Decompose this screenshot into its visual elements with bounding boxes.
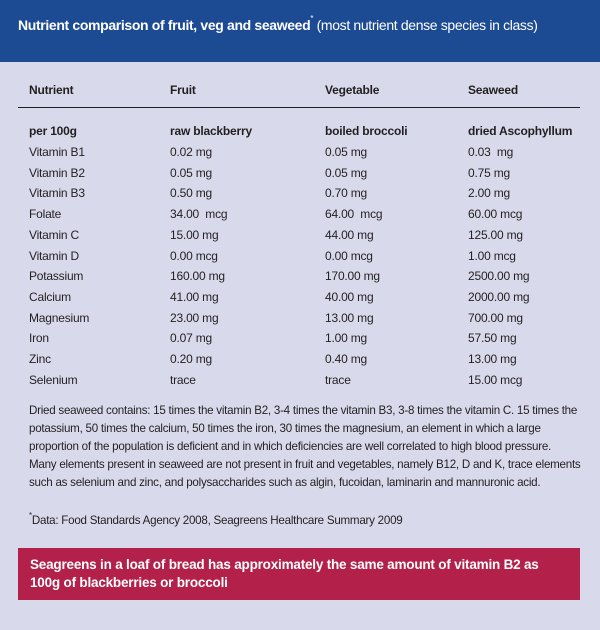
cell: 0.02 mg bbox=[170, 145, 212, 159]
table-row: Magnesium 23.00 mg 13.00 mg 700.00 mg bbox=[0, 311, 600, 331]
cell: per 100g bbox=[29, 124, 77, 138]
rule bbox=[18, 107, 580, 108]
cell: 160.00 mg bbox=[170, 269, 225, 284]
cell: 0.00 mcg bbox=[325, 248, 373, 263]
cell: 0.50 mg bbox=[170, 186, 212, 201]
cell: Selenium bbox=[29, 372, 78, 387]
cell: Vitamin B3 bbox=[29, 186, 85, 201]
cell: 57.50 mg bbox=[468, 331, 517, 346]
cell: Calcium bbox=[29, 289, 71, 304]
cell: Vitamin C bbox=[29, 227, 79, 242]
title: Nutrient comparison of fruit, veg and se… bbox=[18, 17, 311, 33]
cell: 170.00 mg bbox=[325, 269, 380, 284]
cell: 0.40 mg bbox=[325, 352, 367, 366]
cell: 1.00 mg bbox=[325, 331, 367, 346]
cell: 34.00 mcg bbox=[170, 207, 228, 222]
cell: 64.00 mcg bbox=[325, 207, 383, 222]
cell: Vegetable bbox=[325, 83, 380, 97]
cell: 23.00 mg bbox=[170, 310, 219, 325]
cell: 0.75 mg bbox=[468, 165, 510, 180]
cell: 15.00 mcg bbox=[468, 372, 523, 387]
table-row: Vitamin D 0.00 mcg 0.00 mcg 1.00 mcg bbox=[0, 249, 600, 269]
cell: 700.00 mg bbox=[468, 310, 523, 325]
cell: 0.03 mg bbox=[468, 145, 514, 159]
cell: 15.00 mg bbox=[170, 227, 219, 242]
title-marker: * bbox=[310, 14, 314, 23]
subheader-row: per 100g raw blackberry boiled broccoli dri… bbox=[0, 124, 600, 144]
cell: raw blackberry bbox=[170, 124, 252, 138]
cell: 13.00 mg bbox=[325, 310, 374, 325]
table-row: Zinc 0.20 mg 0.40 mg 13.00 mg bbox=[0, 352, 600, 372]
table-row: Vitamin B1 0.02 mg 0.05 mg 0.03 mg bbox=[0, 145, 600, 165]
table-row: Vitamin C 15.00 mg 44.00 mg 125.00 mg bbox=[0, 228, 600, 248]
header: Nutrient comparison of fruit, veg and se… bbox=[0, 0, 600, 62]
cell: Magnesium bbox=[29, 310, 90, 325]
callout: Seagreens in a loaf of bread has approxi… bbox=[18, 548, 580, 600]
table-row: Selenium trace trace 15.00 mcg bbox=[0, 373, 600, 393]
table-row: Vitamin B2 0.05 mg 0.05 mg 0.75 mg bbox=[0, 166, 600, 186]
table-row: Potassium 160.00 mg 170.00 mg 2500.00 mg bbox=[0, 269, 600, 289]
table-row: Iron 0.07 mg 1.00 mg 57.50 mg bbox=[0, 331, 600, 351]
cell: 44.00 mg bbox=[325, 227, 374, 242]
cell: 0.20 mg bbox=[170, 352, 212, 366]
cell: dried Ascophyllum bbox=[468, 124, 573, 138]
cell: trace bbox=[170, 372, 196, 387]
cell: 2500.00 mg bbox=[468, 269, 530, 284]
table-row: Vitamin B3 0.50 mg 0.70 mg 2.00 mg bbox=[0, 186, 600, 206]
paragraph: Dried seaweed contains: 15 times the vit… bbox=[29, 404, 581, 489]
cell: Potassium bbox=[29, 269, 84, 284]
cell: 2000.00 mg bbox=[468, 289, 530, 304]
table-row: Folate 34.00 mcg 64.00 mcg 60.00 mcg bbox=[0, 207, 600, 227]
cell: 0.70 mg bbox=[325, 186, 367, 201]
cell: boiled broccoli bbox=[325, 124, 408, 138]
cell: Seaweed bbox=[468, 83, 518, 97]
cell: 40.00 mg bbox=[325, 289, 374, 304]
cell: Vitamin B1 bbox=[29, 145, 85, 159]
cell: 13.00 mg bbox=[468, 352, 517, 366]
cell: trace bbox=[325, 372, 351, 387]
footnote-marker: * bbox=[29, 511, 32, 520]
cell: Nutrient bbox=[29, 83, 74, 97]
cell: Vitamin B2 bbox=[29, 165, 85, 180]
cell: 0.07 mg bbox=[170, 331, 212, 346]
cell: 0.05 mg bbox=[325, 145, 367, 159]
cell: Fruit bbox=[170, 83, 196, 97]
cell: 41.00 mg bbox=[170, 289, 219, 304]
cell: Vitamin D bbox=[29, 248, 79, 263]
cell: Zinc bbox=[29, 352, 51, 366]
cell: 0.05 mg bbox=[325, 165, 367, 180]
footnote-text: Data: Food Standards Agency 2008, Seagre… bbox=[31, 514, 403, 527]
table-row: Calcium 41.00 mg 40.00 mg 2000.00 mg bbox=[0, 290, 600, 310]
cell: 1.00 mcg bbox=[468, 248, 516, 263]
cell: Iron bbox=[29, 331, 49, 346]
cell: 2.00 mg bbox=[468, 186, 510, 201]
cell: 60.00 mcg bbox=[468, 207, 523, 222]
cell: 125.00 mg bbox=[468, 227, 523, 242]
cell: 0.00 mcg bbox=[170, 248, 218, 263]
footnote: *Data: Food Standards Agency 2008, Seagr… bbox=[29, 511, 403, 527]
subtitle: (most nutrient dense species in class) bbox=[316, 17, 538, 33]
cell: Folate bbox=[29, 207, 62, 222]
cell: 0.05 mg bbox=[170, 165, 212, 180]
header-row: Nutrient Fruit Vegetable Seaweed bbox=[0, 83, 600, 103]
